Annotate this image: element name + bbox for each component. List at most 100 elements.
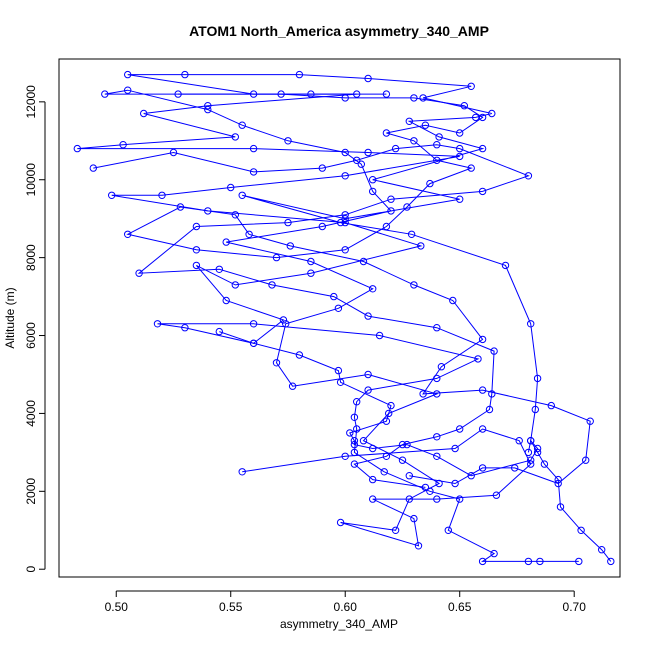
data-point — [307, 269, 315, 277]
data-point — [387, 401, 395, 410]
series-line — [93, 144, 530, 488]
y-tick-label: 10000 — [24, 163, 38, 197]
data-point — [238, 191, 246, 200]
data-point — [245, 230, 253, 239]
data-point — [268, 281, 276, 289]
data-point — [403, 440, 411, 449]
data-point — [524, 172, 533, 180]
data-point — [318, 164, 326, 172]
data-point — [387, 207, 395, 215]
data-point — [515, 437, 523, 445]
data-point — [398, 456, 407, 464]
data-point — [140, 109, 148, 118]
data-point — [364, 386, 372, 394]
data-point — [350, 413, 359, 421]
data-point — [524, 448, 533, 457]
data-point — [238, 121, 246, 129]
data-point — [119, 141, 127, 149]
data-point — [307, 90, 315, 98]
data-point — [403, 203, 411, 211]
data-point — [153, 320, 162, 328]
data-point — [451, 444, 459, 453]
data-point — [124, 230, 132, 239]
data-point — [488, 390, 496, 398]
data-point — [341, 148, 349, 157]
data-point — [336, 378, 345, 386]
data-point — [364, 370, 372, 379]
data-point — [433, 495, 441, 503]
data-point — [410, 137, 418, 145]
data-point — [391, 144, 400, 153]
data-point — [284, 137, 292, 145]
data-point — [364, 74, 372, 83]
x-axis-label: asymmetry_340_AMP — [280, 617, 398, 631]
series-layer — [73, 70, 615, 566]
data-point — [295, 70, 304, 79]
data-point — [176, 203, 185, 211]
data-point — [231, 133, 240, 141]
data-point — [249, 339, 258, 347]
data-point — [437, 363, 446, 371]
data-point — [533, 374, 542, 383]
data-point — [492, 491, 501, 499]
data-point — [488, 109, 496, 118]
data-point — [279, 316, 288, 324]
data-point — [524, 557, 533, 566]
data-point — [467, 82, 475, 91]
data-point — [169, 148, 178, 157]
data-point — [341, 94, 349, 102]
data-point — [288, 382, 297, 390]
data-point — [405, 495, 413, 503]
y-tick-label: 6000 — [24, 322, 38, 349]
y-tick-label: 0 — [24, 566, 38, 573]
y-tick-label: 4000 — [24, 400, 38, 427]
data-point — [456, 144, 464, 153]
data-point — [357, 160, 365, 168]
data-point — [410, 514, 418, 523]
data-point — [341, 218, 349, 227]
data-point — [174, 90, 182, 98]
data-point — [598, 546, 606, 554]
data-point — [359, 257, 368, 266]
data-point — [456, 195, 464, 203]
data-point — [375, 331, 384, 340]
data-point — [527, 437, 535, 445]
data-point — [353, 398, 361, 406]
data-point — [527, 460, 535, 468]
data-point — [444, 526, 452, 534]
data-point — [307, 257, 315, 266]
data-point — [586, 417, 594, 425]
data-point — [382, 452, 391, 460]
data-point — [421, 121, 430, 129]
data-point — [527, 320, 535, 328]
data-point — [227, 183, 235, 192]
data-point — [382, 417, 391, 425]
data-point — [391, 526, 400, 534]
x-tick-label: 0.65 — [448, 600, 472, 614]
data-point — [192, 222, 201, 231]
data-point — [554, 475, 562, 484]
data-point — [359, 437, 368, 445]
data-point — [380, 468, 388, 476]
data-point — [124, 70, 132, 79]
data-point — [124, 86, 132, 94]
data-point — [407, 230, 416, 239]
data-point — [433, 390, 441, 398]
data-point — [238, 468, 246, 476]
data-point — [73, 144, 82, 153]
data-point — [449, 296, 457, 305]
data-point — [577, 526, 585, 534]
y-tick-label: 8000 — [24, 244, 38, 271]
data-point — [341, 215, 349, 223]
data-point — [222, 296, 230, 305]
x-tick-label: 0.60 — [334, 600, 358, 614]
data-point — [478, 187, 487, 196]
data-point — [387, 195, 395, 203]
data-point — [369, 495, 377, 503]
series-line — [219, 331, 539, 477]
data-point — [108, 191, 116, 200]
data-point — [231, 281, 240, 289]
data-point — [582, 456, 590, 464]
data-point — [181, 70, 189, 79]
